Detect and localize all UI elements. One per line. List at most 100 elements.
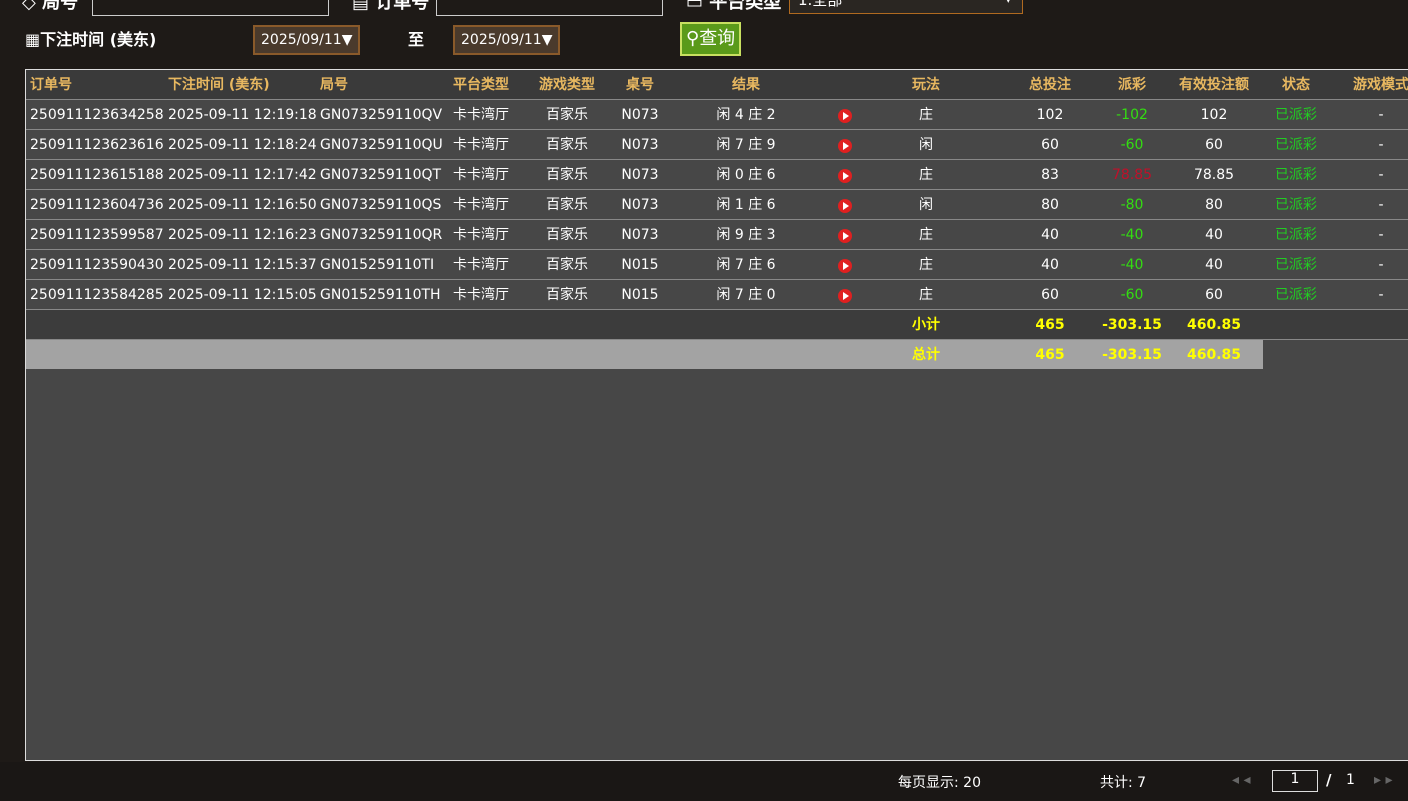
table-row[interactable]: 250911123599587 2025-09-11 12:16:23 GN0732… bbox=[26, 220, 1408, 250]
order-input[interactable] bbox=[436, 0, 663, 16]
cell: - bbox=[1378, 167, 1384, 183]
cell: 78.85 bbox=[1111, 167, 1153, 183]
column-header: 总投注 bbox=[1029, 77, 1071, 93]
table-row[interactable]: 250911123604736 2025-09-11 12:16:50 GN0732… bbox=[26, 190, 1408, 220]
play-icon[interactable] bbox=[838, 139, 852, 153]
cell: 2025-09-11 12:18:24 bbox=[168, 137, 317, 153]
start-date[interactable]: 2025/09/11▼ bbox=[253, 25, 361, 55]
cell: 闲 bbox=[919, 137, 933, 153]
text: 下注时间 (美东) bbox=[40, 30, 157, 49]
table-row[interactable]: 250911123584285 2025-09-11 12:15:05 GN0152… bbox=[26, 280, 1408, 310]
cell: 78.85 bbox=[1193, 167, 1235, 183]
table-row[interactable]: 250911123590430 2025-09-11 12:15:37 GN0152… bbox=[26, 250, 1408, 280]
play-icon[interactable] bbox=[838, 109, 852, 123]
cell: 百家乐 bbox=[546, 167, 588, 183]
cell: 闲 9 庄 3 bbox=[716, 227, 776, 243]
text: 平台类型 bbox=[709, 0, 782, 13]
cell: 83 bbox=[1041, 167, 1059, 183]
cell: 已派彩 bbox=[1275, 167, 1317, 183]
cell: 卡卡湾厅 bbox=[453, 107, 509, 123]
platform-label: ▭ 平台类型 bbox=[686, 0, 781, 14]
cell: GN015259110TI bbox=[320, 257, 435, 273]
cell: 庄 bbox=[919, 257, 933, 273]
cell: GN073259110QR bbox=[320, 227, 443, 243]
cell: 2025-09-11 12:19:18 bbox=[168, 107, 317, 123]
cell: 40 bbox=[1041, 227, 1059, 243]
cell: 已派彩 bbox=[1275, 197, 1317, 213]
column-header: 有效投注额 bbox=[1179, 77, 1249, 93]
to-label: 至 bbox=[408, 30, 425, 49]
cell: -60 bbox=[1120, 137, 1144, 153]
cell: 已派彩 bbox=[1275, 227, 1317, 243]
text: 查询 bbox=[699, 28, 736, 49]
table-row[interactable]: 250911123623616 2025-09-11 12:18:24 GN0732… bbox=[26, 130, 1408, 160]
column-header: 桌号 bbox=[626, 77, 654, 93]
summary-cell: -303.15 bbox=[1102, 317, 1162, 333]
cell: N015 bbox=[621, 287, 659, 303]
cell: 2025-09-11 12:16:50 bbox=[168, 197, 317, 213]
column-header: 下注时间 (美东) bbox=[168, 77, 270, 93]
cell: -80 bbox=[1120, 197, 1144, 213]
table: 订单号 下注时间 (美东) 局号 平台类型 游戏类型 桌号 结果 玩法 总投注 派彩 有效投注额 状态… bbox=[25, 69, 1408, 761]
cell: - bbox=[1378, 227, 1384, 243]
cell: 庄 bbox=[919, 107, 933, 123]
cell: 60 bbox=[1041, 287, 1059, 303]
cell: 百家乐 bbox=[546, 107, 588, 123]
table-row[interactable]: 250911123615188 2025-09-11 12:17:42 GN0732… bbox=[26, 160, 1408, 190]
cell: 已派彩 bbox=[1275, 257, 1317, 273]
round-input[interactable] bbox=[92, 0, 329, 16]
summary-cell: -303.15 bbox=[1102, 347, 1162, 363]
cell: 250911123584285 bbox=[30, 287, 164, 303]
cell: 闲 7 庄 9 bbox=[716, 137, 776, 153]
play-icon[interactable] bbox=[838, 289, 852, 303]
cell: 卡卡湾厅 bbox=[453, 137, 509, 153]
cell: GN073259110QV bbox=[320, 107, 443, 123]
cell: N073 bbox=[621, 197, 659, 213]
column-header: 订单号 bbox=[30, 77, 72, 93]
cell: N015 bbox=[621, 257, 659, 273]
play-icon[interactable] bbox=[838, 229, 852, 243]
cell: 80 bbox=[1205, 197, 1223, 213]
cell: 闲 1 庄 6 bbox=[716, 197, 776, 213]
cell: 卡卡湾厅 bbox=[453, 257, 509, 273]
platform-select[interactable]: 1.全部▾ bbox=[789, 0, 1023, 14]
summary-cell: 小计 bbox=[912, 317, 940, 333]
cell: 庄 bbox=[919, 167, 933, 183]
play-icon[interactable] bbox=[838, 169, 852, 183]
cell: 40 bbox=[1041, 257, 1059, 273]
play-icon[interactable] bbox=[838, 259, 852, 273]
cell: 已派彩 bbox=[1275, 137, 1317, 153]
next-buttons[interactable]: ▸ ▸ bbox=[1374, 772, 1393, 788]
cell: - bbox=[1378, 287, 1384, 303]
table-row[interactable]: 250911123634258 2025-09-11 12:19:18 GN0732… bbox=[26, 100, 1408, 130]
page-input[interactable]: 1 bbox=[1272, 770, 1318, 792]
cell: - bbox=[1378, 197, 1384, 213]
summary-cell: 总计 bbox=[912, 347, 940, 363]
cell: GN073259110QU bbox=[320, 137, 443, 153]
query-button[interactable]: ⚲查询 bbox=[680, 22, 742, 56]
column-header: 游戏类型 bbox=[539, 77, 595, 93]
column-header: 平台类型 bbox=[453, 77, 509, 93]
column-header: 结果 bbox=[732, 77, 760, 93]
cell: - bbox=[1378, 257, 1384, 273]
cell: N073 bbox=[621, 107, 659, 123]
cell: 闲 7 庄 6 bbox=[716, 257, 776, 273]
play-icon[interactable] bbox=[838, 199, 852, 213]
round-label: ◇ 局号 bbox=[22, 0, 78, 14]
header-row: 订单号 下注时间 (美东) 局号 平台类型 游戏类型 桌号 结果 玩法 总投注 派彩 有效投注额 状态… bbox=[26, 70, 1408, 100]
cell: 百家乐 bbox=[546, 197, 588, 213]
page-sep: / bbox=[1326, 771, 1332, 789]
page-size: 每页显示: 20 bbox=[898, 775, 981, 791]
end-date[interactable]: 2025/09/11▼ bbox=[453, 25, 561, 55]
cell: -40 bbox=[1120, 227, 1144, 243]
cell: 卡卡湾厅 bbox=[453, 197, 509, 213]
prev-buttons[interactable]: ◂ ◂ bbox=[1232, 772, 1251, 788]
cell: GN073259110QT bbox=[320, 167, 442, 183]
cell: 250911123590430 bbox=[30, 257, 164, 273]
cell: 60 bbox=[1205, 287, 1223, 303]
cell: N073 bbox=[621, 167, 659, 183]
cell: 百家乐 bbox=[546, 287, 588, 303]
page-total: 1 bbox=[1346, 772, 1355, 788]
text: 订单号 bbox=[375, 0, 430, 13]
